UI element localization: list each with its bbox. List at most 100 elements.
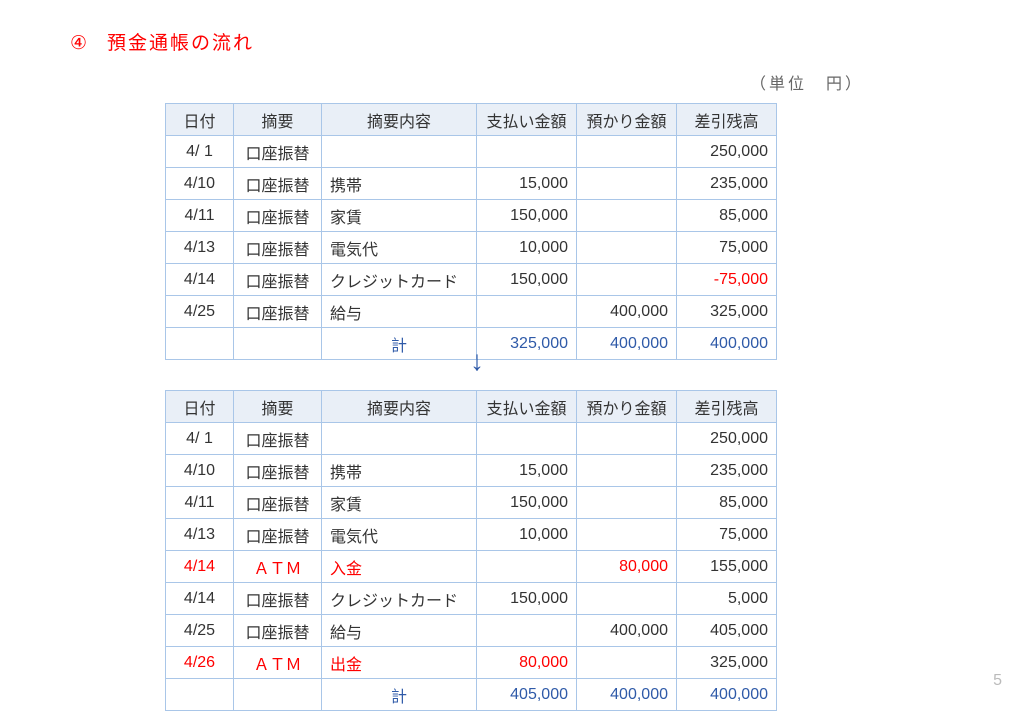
- cell-dep: [577, 423, 677, 455]
- cell-dep: [577, 200, 677, 232]
- cell-detail: クレジットカード: [322, 583, 477, 615]
- cell-summary: ＡＴＭ: [234, 551, 322, 583]
- cell-dep: 400,000: [577, 296, 677, 328]
- col-header-bal: 差引残高: [677, 104, 777, 136]
- cell-bal: 75,000: [677, 519, 777, 551]
- cell-bal: 85,000: [677, 200, 777, 232]
- table-row: 4/ 1口座振替250,000: [166, 423, 777, 455]
- col-header-dep: 預かり金額: [577, 104, 677, 136]
- total-value: 400,000: [677, 328, 777, 360]
- cell-dep: [577, 168, 677, 200]
- cell-pay: [477, 615, 577, 647]
- cell-date: 4/11: [166, 200, 234, 232]
- cell-detail: 家賃: [322, 487, 477, 519]
- total-value: 400,000: [577, 679, 677, 711]
- total-value: 400,000: [677, 679, 777, 711]
- cell-date: 4/25: [166, 296, 234, 328]
- table-row: 4/25口座振替給与400,000325,000: [166, 296, 777, 328]
- page-number: 5: [993, 672, 1002, 690]
- passbook-table: 日付摘要摘要内容支払い金額預かり金額差引残高4/ 1口座振替250,0004/1…: [165, 103, 777, 360]
- table-row: 4/11口座振替家賃150,00085,000: [166, 487, 777, 519]
- cell-bal: 405,000: [677, 615, 777, 647]
- cell-dep: [577, 519, 677, 551]
- cell-detail: 出金: [322, 647, 477, 679]
- cell-detail: [322, 423, 477, 455]
- passbook-table: 日付摘要摘要内容支払い金額預かり金額差引残高4/ 1口座振替250,0004/1…: [165, 390, 777, 711]
- cell-bal: 75,000: [677, 232, 777, 264]
- table-row: 4/10口座振替携帯15,000235,000: [166, 168, 777, 200]
- cell-date: 4/14: [166, 264, 234, 296]
- cell-pay: 15,000: [477, 168, 577, 200]
- table-row: 4/25口座振替給与400,000405,000: [166, 615, 777, 647]
- cell-summary: 口座振替: [234, 232, 322, 264]
- total-empty: [234, 328, 322, 360]
- col-header-pay: 支払い金額: [477, 391, 577, 423]
- cell-detail: 電気代: [322, 232, 477, 264]
- cell-pay: 15,000: [477, 455, 577, 487]
- col-header-summary: 摘要: [234, 104, 322, 136]
- total-value: 405,000: [477, 679, 577, 711]
- cell-summary: 口座振替: [234, 583, 322, 615]
- table-row: 4/14ＡＴＭ入金80,000155,000: [166, 551, 777, 583]
- cell-pay: [477, 551, 577, 583]
- cell-bal: 235,000: [677, 168, 777, 200]
- cell-date: 4/14: [166, 551, 234, 583]
- total-empty: [234, 679, 322, 711]
- cell-dep: [577, 232, 677, 264]
- col-header-date: 日付: [166, 391, 234, 423]
- cell-dep: [577, 647, 677, 679]
- cell-dep: [577, 487, 677, 519]
- cell-dep: [577, 264, 677, 296]
- cell-dep: [577, 136, 677, 168]
- heading-text: 預金通帳の流れ: [107, 33, 254, 54]
- table-row: 4/13口座振替電気代10,00075,000: [166, 232, 777, 264]
- cell-pay: 80,000: [477, 647, 577, 679]
- cell-bal: 5,000: [677, 583, 777, 615]
- col-header-dep: 預かり金額: [577, 391, 677, 423]
- table-row: 4/10口座振替携帯15,000 235,000: [166, 455, 777, 487]
- cell-detail: 携帯: [322, 168, 477, 200]
- down-arrow-icon: ↓: [470, 347, 484, 375]
- cell-summary: 口座振替: [234, 455, 322, 487]
- cell-dep: [577, 583, 677, 615]
- cell-detail: 携帯: [322, 455, 477, 487]
- cell-summary: 口座振替: [234, 615, 322, 647]
- cell-pay: 150,000: [477, 583, 577, 615]
- cell-summary: 口座振替: [234, 296, 322, 328]
- col-header-detail: 摘要内容: [322, 104, 477, 136]
- cell-summary: 口座振替: [234, 423, 322, 455]
- col-header-bal: 差引残高: [677, 391, 777, 423]
- cell-date: 4/10: [166, 455, 234, 487]
- col-header-summary: 摘要: [234, 391, 322, 423]
- cell-pay: 10,000: [477, 519, 577, 551]
- cell-dep: 80,000: [577, 551, 677, 583]
- total-row: 計405,000400,000400,000: [166, 679, 777, 711]
- cell-summary: 口座振替: [234, 519, 322, 551]
- table-row: 4/14口座振替クレジットカード150,000-75,000: [166, 264, 777, 296]
- cell-summary: ＡＴＭ: [234, 647, 322, 679]
- table-row: 4/14口座振替クレジットカード150,000 5,000: [166, 583, 777, 615]
- col-header-detail: 摘要内容: [322, 391, 477, 423]
- cell-pay: 150,000: [477, 200, 577, 232]
- cell-bal: 235,000: [677, 455, 777, 487]
- cell-summary: 口座振替: [234, 136, 322, 168]
- cell-pay: [477, 423, 577, 455]
- cell-bal: 85,000: [677, 487, 777, 519]
- cell-bal: 250,000: [677, 136, 777, 168]
- cell-summary: 口座振替: [234, 487, 322, 519]
- total-empty: [166, 328, 234, 360]
- cell-pay: 150,000: [477, 487, 577, 519]
- col-header-date: 日付: [166, 104, 234, 136]
- unit-label: （単位 円）: [750, 70, 864, 94]
- table-row: 4/13口座振替電気代10,00075,000: [166, 519, 777, 551]
- cell-bal: -75,000: [677, 264, 777, 296]
- cell-date: 4/14: [166, 583, 234, 615]
- table-row: 4/11口座振替家賃150,00085,000: [166, 200, 777, 232]
- total-value: 325,000: [477, 328, 577, 360]
- cell-bal: 325,000: [677, 647, 777, 679]
- cell-pay: 10,000: [477, 232, 577, 264]
- table-row: 4/26ＡＴＭ出金80,000325,000: [166, 647, 777, 679]
- cell-date: 4/10: [166, 168, 234, 200]
- cell-date: 4/13: [166, 519, 234, 551]
- heading-number: ④: [70, 33, 89, 54]
